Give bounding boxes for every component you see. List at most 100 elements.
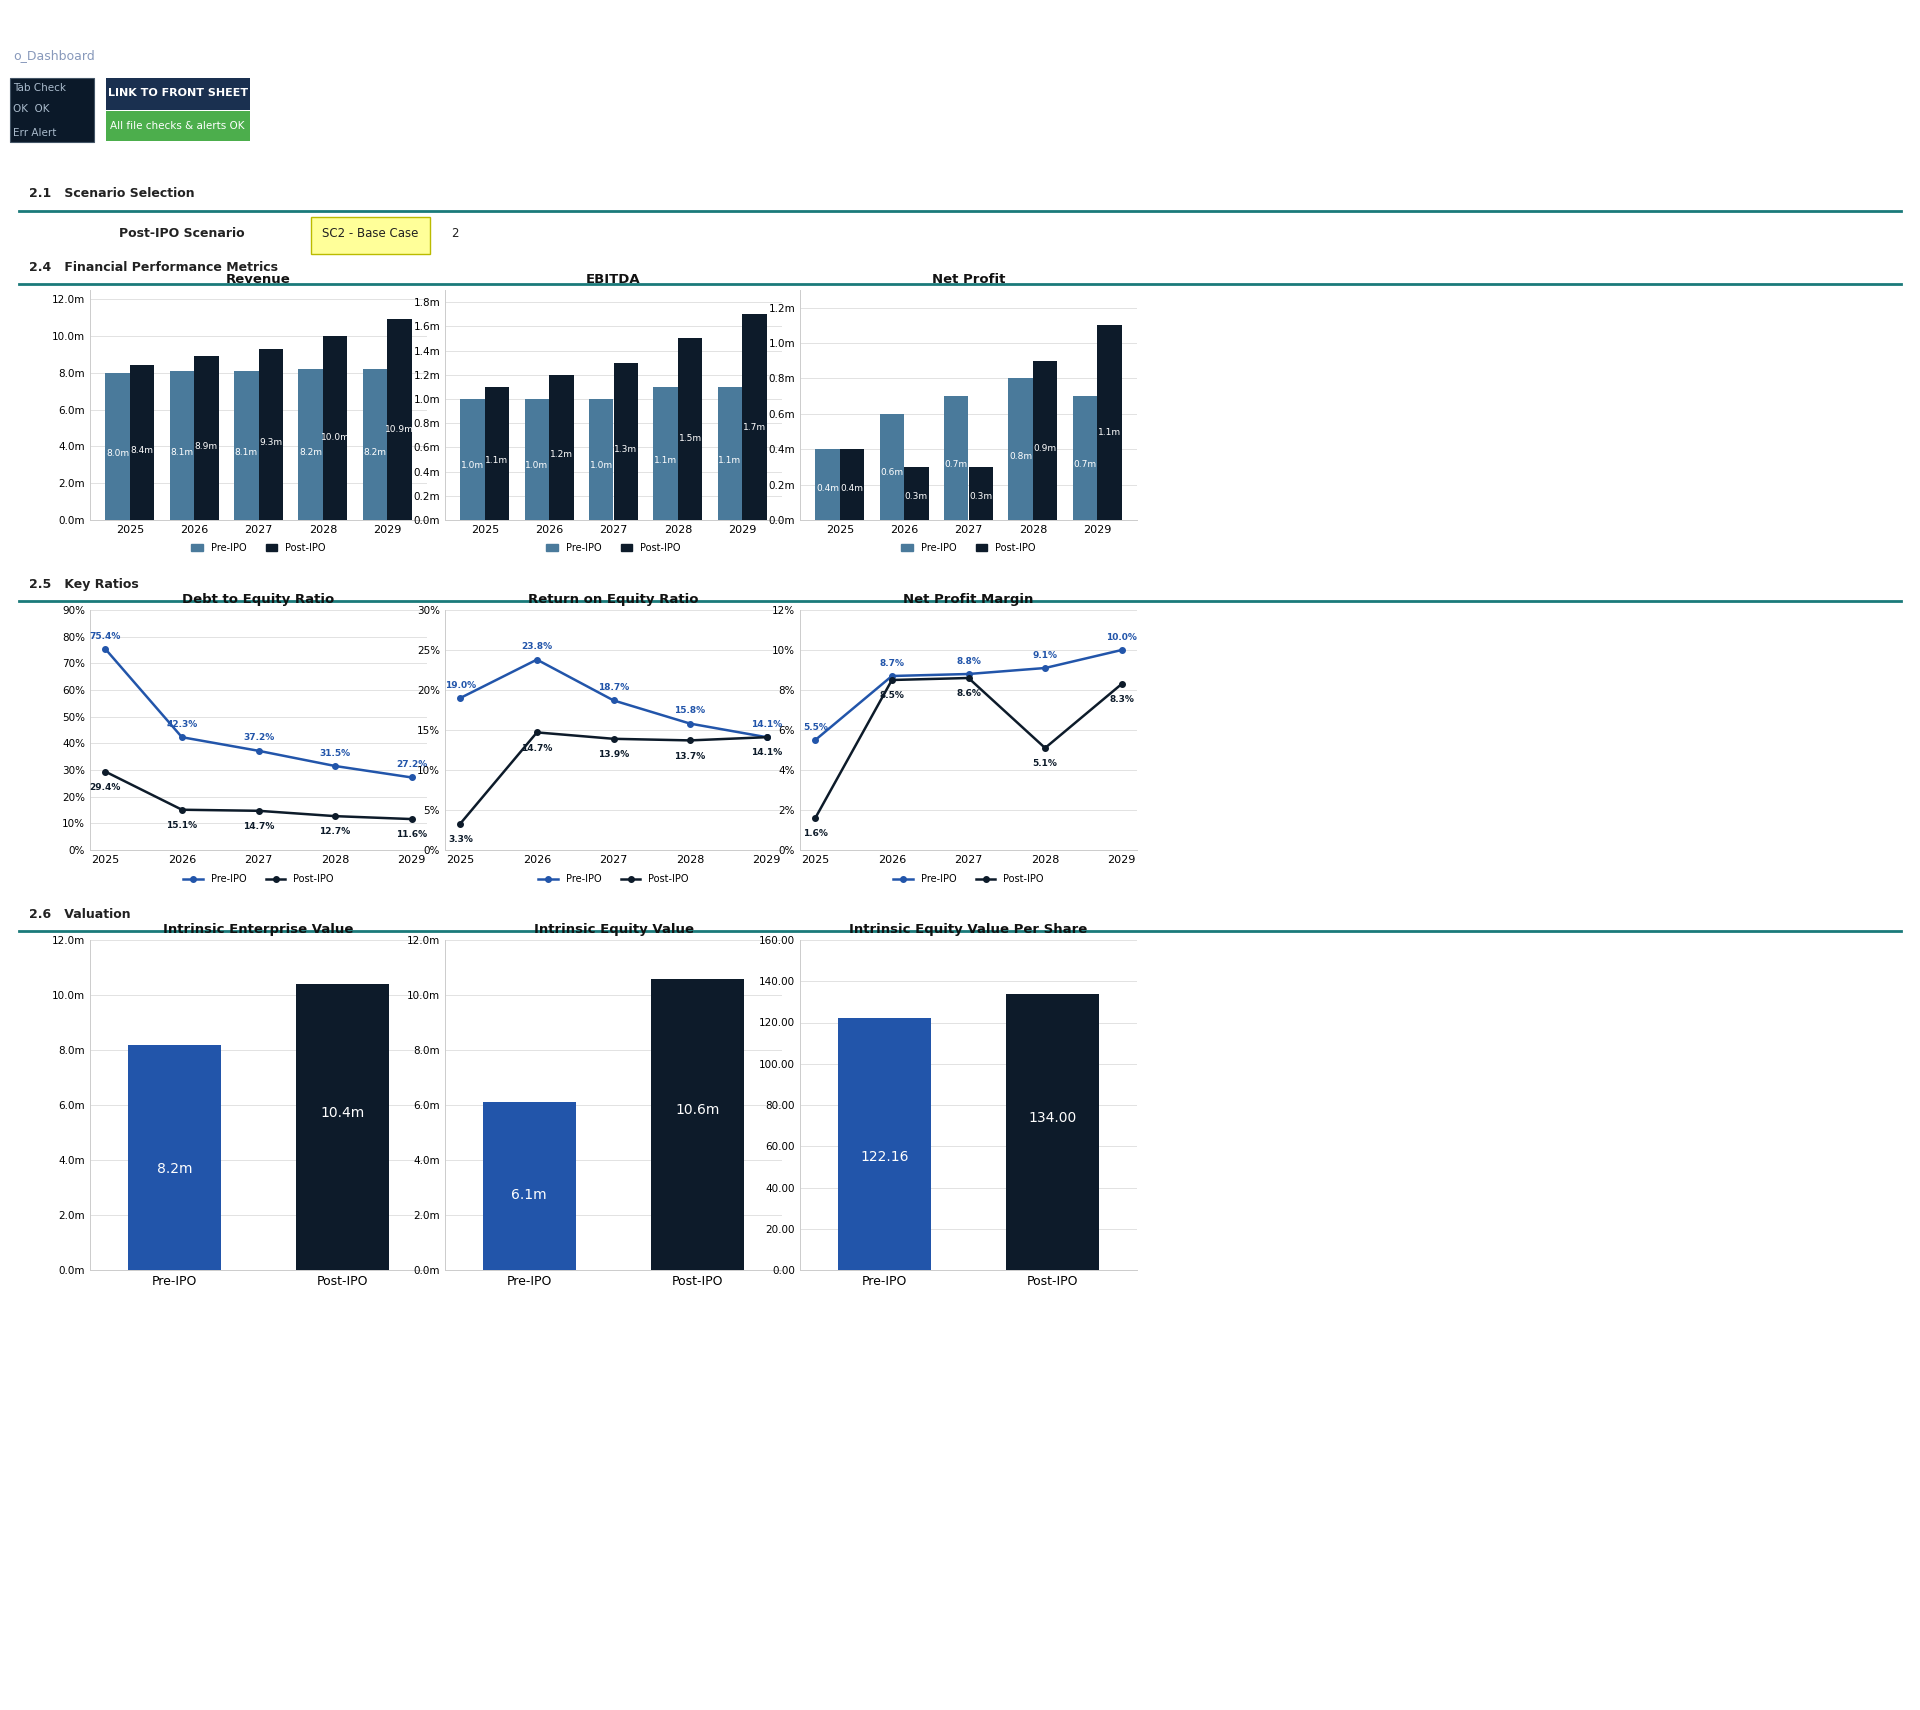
- Bar: [549, 374, 574, 520]
- Bar: [131, 366, 154, 520]
- Bar: [129, 1045, 221, 1271]
- Text: 1.1m: 1.1m: [655, 455, 678, 465]
- Text: 10.6m: 10.6m: [676, 1103, 720, 1117]
- Bar: [678, 339, 703, 520]
- Text: 8.1m: 8.1m: [234, 448, 257, 458]
- Bar: [718, 386, 743, 520]
- Bar: [363, 369, 388, 520]
- Text: 15.1%: 15.1%: [167, 821, 198, 829]
- Title: Intrinsic Equity Value Per Share: Intrinsic Equity Value Per Share: [849, 923, 1087, 935]
- Text: ABC plc IPO Financial Model: ABC plc IPO Financial Model: [13, 15, 275, 32]
- Text: 1.1m: 1.1m: [718, 455, 741, 465]
- Title: Intrinsic Enterprise Value: Intrinsic Enterprise Value: [163, 923, 353, 935]
- Text: OK  OK: OK OK: [13, 104, 50, 115]
- Text: 2.1   Scenario Selection: 2.1 Scenario Selection: [29, 188, 194, 200]
- Text: 13.9%: 13.9%: [597, 751, 630, 759]
- Text: 1.1m: 1.1m: [1098, 428, 1121, 438]
- Text: SC2 - Base Case: SC2 - Base Case: [323, 227, 419, 239]
- FancyBboxPatch shape: [10, 77, 94, 142]
- Bar: [904, 467, 929, 520]
- Text: 1.1m: 1.1m: [486, 455, 509, 465]
- Text: 11.6%: 11.6%: [396, 829, 428, 840]
- Text: 42.3%: 42.3%: [167, 720, 198, 728]
- Bar: [589, 398, 614, 520]
- Text: 1.0m: 1.0m: [526, 462, 549, 470]
- Text: All file checks & alerts OK: All file checks & alerts OK: [109, 121, 246, 132]
- Bar: [323, 335, 348, 520]
- Text: 1   Dashboard Workings: 1 Dashboard Workings: [23, 150, 190, 162]
- Legend: Pre-IPO, Post-IPO: Pre-IPO, Post-IPO: [541, 539, 685, 556]
- Text: 3.3%: 3.3%: [447, 834, 472, 843]
- Legend: Pre-IPO, Post-IPO: Pre-IPO, Post-IPO: [889, 870, 1048, 887]
- Text: 37.2%: 37.2%: [242, 734, 275, 742]
- Legend: Pre-IPO, Post-IPO: Pre-IPO, Post-IPO: [180, 870, 338, 887]
- Bar: [651, 978, 745, 1271]
- Text: 8.5%: 8.5%: [879, 691, 904, 699]
- Text: 18.7%: 18.7%: [597, 682, 630, 693]
- Bar: [837, 1017, 931, 1271]
- Text: 8.1m: 8.1m: [171, 448, 194, 458]
- Text: 5.5%: 5.5%: [803, 723, 828, 732]
- Text: 2.5   Key Ratios: 2.5 Key Ratios: [29, 578, 138, 592]
- Text: 10.0m: 10.0m: [321, 433, 349, 441]
- Text: 2   Dashboard: 2 Dashboard: [23, 169, 121, 181]
- Text: 15.8%: 15.8%: [674, 706, 707, 715]
- Text: 5.1%: 5.1%: [1033, 759, 1058, 768]
- Text: 1.2m: 1.2m: [549, 450, 572, 458]
- Text: 0.4m: 0.4m: [841, 484, 864, 492]
- FancyBboxPatch shape: [311, 217, 430, 255]
- Text: 0.3m: 0.3m: [904, 491, 927, 501]
- Title: Debt to Equity Ratio: Debt to Equity Ratio: [182, 593, 334, 605]
- Text: 1.0m: 1.0m: [589, 462, 612, 470]
- Text: 10.4m: 10.4m: [321, 1106, 365, 1120]
- Text: 27.2%: 27.2%: [396, 761, 428, 770]
- Title: Intrinsic Equity Value: Intrinsic Equity Value: [534, 923, 693, 935]
- FancyBboxPatch shape: [106, 79, 250, 109]
- Text: 0.7m: 0.7m: [1073, 460, 1096, 469]
- Title: Net Profit Margin: Net Profit Margin: [902, 593, 1033, 605]
- Title: Revenue: Revenue: [227, 274, 290, 286]
- Bar: [234, 371, 259, 520]
- Bar: [743, 315, 766, 520]
- Text: Err Alert: Err Alert: [13, 128, 58, 137]
- Bar: [1073, 397, 1096, 520]
- Text: 0.8m: 0.8m: [1010, 451, 1033, 460]
- Text: 8.8%: 8.8%: [956, 657, 981, 665]
- Text: 1.6%: 1.6%: [803, 829, 828, 838]
- Bar: [1033, 361, 1058, 520]
- Text: 1.5m: 1.5m: [678, 434, 701, 443]
- Title: Net Profit: Net Profit: [931, 274, 1006, 286]
- Bar: [106, 373, 131, 520]
- Text: LINK TO FRONT SHEET: LINK TO FRONT SHEET: [108, 89, 248, 97]
- Bar: [1006, 994, 1098, 1271]
- Bar: [653, 386, 678, 520]
- Text: 8.4m: 8.4m: [131, 446, 154, 455]
- Text: 0.3m: 0.3m: [970, 491, 993, 501]
- Bar: [614, 363, 637, 520]
- Text: 6.1m: 6.1m: [511, 1187, 547, 1202]
- Text: 1.7m: 1.7m: [743, 422, 766, 433]
- Bar: [259, 349, 282, 520]
- Bar: [194, 356, 219, 520]
- Text: 8.7%: 8.7%: [879, 658, 904, 667]
- Bar: [839, 450, 864, 520]
- Text: 9.1%: 9.1%: [1033, 652, 1058, 660]
- FancyBboxPatch shape: [106, 111, 250, 142]
- Text: 134.00: 134.00: [1029, 1112, 1077, 1125]
- Bar: [945, 397, 968, 520]
- Text: Tab Check: Tab Check: [13, 84, 67, 94]
- Text: 2.6   Valuation: 2.6 Valuation: [29, 908, 131, 922]
- Bar: [1096, 325, 1121, 520]
- Bar: [816, 450, 839, 520]
- Text: 75.4%: 75.4%: [90, 631, 121, 641]
- Text: 23.8%: 23.8%: [522, 643, 553, 652]
- Text: 0.4m: 0.4m: [816, 484, 839, 492]
- Text: 31.5%: 31.5%: [319, 749, 351, 758]
- Text: 0.6m: 0.6m: [881, 469, 904, 477]
- Bar: [524, 398, 549, 520]
- Bar: [879, 414, 904, 520]
- Text: 29.4%: 29.4%: [90, 783, 121, 792]
- Text: 10.0%: 10.0%: [1106, 633, 1137, 641]
- Text: o_Dashboard: o_Dashboard: [13, 50, 96, 62]
- Text: 122.16: 122.16: [860, 1149, 908, 1163]
